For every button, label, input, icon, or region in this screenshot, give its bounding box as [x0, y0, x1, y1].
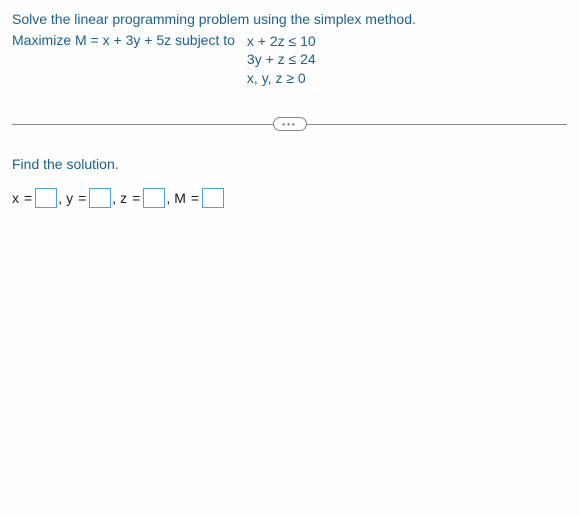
y-input[interactable] [89, 188, 111, 208]
constraints-block: x + 2z ≤ 10 3y + z ≤ 24 x, y, z ≥ 0 [247, 32, 316, 89]
find-solution-prompt: Find the solution. [12, 156, 567, 172]
constraint-1: x + 2z ≤ 10 [247, 32, 316, 51]
constraint-2: 3y + z ≤ 24 [247, 50, 316, 69]
comma: , [166, 190, 170, 206]
comma: , [58, 190, 62, 206]
equals-sign: = [132, 190, 140, 206]
objective-function: Maximize M = x + 3y + 5z subject to [12, 32, 235, 89]
m-input[interactable] [202, 188, 224, 208]
m-label: M [174, 190, 186, 206]
comma: , [112, 190, 116, 206]
collapse-toggle-button[interactable]: ••• [273, 117, 307, 131]
section-divider: ••• [12, 116, 567, 132]
equals-sign: = [24, 190, 32, 206]
z-input[interactable] [143, 188, 165, 208]
answer-input-row: x = , y = , z = , M = [12, 188, 567, 208]
equals-sign: = [191, 190, 199, 206]
x-label: x [12, 190, 19, 206]
equals-sign: = [78, 190, 86, 206]
y-label: y [66, 190, 73, 206]
x-input[interactable] [35, 188, 57, 208]
problem-instruction: Solve the linear programming problem usi… [12, 10, 567, 30]
z-label: z [120, 190, 127, 206]
constraint-3: x, y, z ≥ 0 [247, 69, 316, 88]
